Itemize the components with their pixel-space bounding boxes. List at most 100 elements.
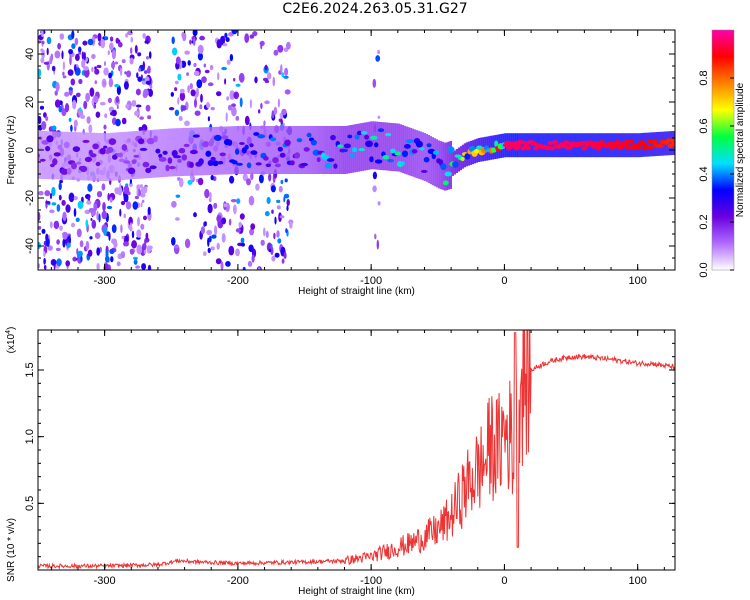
noise-speckle [89, 236, 93, 240]
noise-speckle [177, 97, 180, 105]
noise-speckle [190, 89, 196, 97]
noise-speckle [114, 84, 120, 88]
ridge-blob [330, 134, 336, 141]
noise-speckle [115, 118, 121, 127]
ridge-band [629, 133, 632, 158]
noise-speckle [85, 240, 90, 251]
noise-speckle [286, 199, 290, 206]
noise-speckle [192, 30, 198, 37]
ridge-blob [239, 142, 245, 145]
spectrogram-ylabel: Frequency (Hz) [6, 116, 17, 185]
ridge-band [70, 132, 73, 180]
snr-multiplier-exp: 4 [5, 330, 12, 334]
noise-speckle [120, 200, 126, 206]
ridge-blob [474, 148, 480, 154]
noise-speckle [96, 263, 100, 270]
noise-speckle [115, 96, 120, 103]
ridge-blob [316, 157, 321, 163]
noise-speckle [235, 248, 240, 257]
ridge-band [323, 126, 327, 174]
ridge-band [137, 130, 141, 179]
noise-speckle [68, 117, 72, 122]
ridge-band [72, 132, 75, 180]
ridge-band [271, 126, 275, 174]
ridge-band [461, 144, 464, 169]
ridge-band [221, 126, 225, 175]
noise-speckle [203, 63, 206, 68]
ridge-blob [627, 139, 634, 144]
ridge-blob [385, 132, 392, 137]
noise-speckle [271, 209, 274, 214]
noise-speckle [184, 120, 190, 127]
noise-speckle [263, 120, 266, 127]
noise-speckle [81, 59, 86, 68]
noise-speckle [274, 216, 277, 225]
noise-speckle [135, 104, 142, 108]
noise-speckle [206, 229, 213, 236]
snr-multiplier: (x104) [5, 327, 17, 354]
noise-speckle [123, 193, 129, 203]
noise-speckle [149, 84, 153, 89]
noise-speckle [141, 263, 147, 270]
ridge-band [217, 126, 221, 175]
noise-speckle [125, 201, 132, 210]
colorbar-tick-label: 0.2 [698, 214, 710, 229]
noise-speckle [144, 70, 148, 74]
noise-speckle [229, 175, 235, 184]
ridge-blob [131, 159, 137, 165]
ridge-band [357, 123, 360, 172]
ridge-blob [464, 153, 471, 160]
noise-speckle [283, 75, 289, 79]
noise-speckle [54, 90, 58, 96]
noise-speckle [131, 240, 138, 249]
ridge-band [293, 126, 297, 174]
ridge-band [215, 126, 219, 175]
noise-speckle [138, 126, 143, 132]
noise-speckle [49, 221, 53, 229]
noise-speckle [244, 115, 250, 126]
ridge-band [529, 133, 532, 158]
ridge-blob [168, 166, 176, 170]
y-tick-label: 20 [24, 96, 36, 108]
ridge-blob [566, 145, 573, 150]
noise-speckle [145, 80, 152, 85]
noise-speckle [225, 37, 230, 43]
ridge-band [325, 126, 328, 174]
noise-speckle [76, 228, 82, 238]
ridge-blob [212, 160, 219, 167]
noise-speckle [194, 98, 197, 108]
noise-speckle [130, 47, 133, 54]
noise-speckle [270, 185, 276, 193]
noise-speckle [204, 221, 207, 227]
noise-speckle [175, 56, 181, 65]
ridge-blob [303, 147, 310, 152]
ridge-blob [364, 134, 370, 140]
noise-speckle [123, 81, 129, 90]
ridge-blob [382, 155, 390, 160]
ridge-band [545, 133, 548, 158]
noise-speckle [85, 92, 90, 102]
noise-speckle [147, 206, 151, 216]
ridge-band [445, 142, 448, 191]
noise-speckle [40, 57, 45, 64]
ridge-blob [360, 131, 368, 135]
noise-speckle [254, 76, 258, 84]
noise-speckle [249, 34, 255, 39]
noise-speckle [45, 200, 51, 205]
noise-speckle [131, 101, 137, 107]
ridge-blob [351, 147, 358, 153]
noise-speckle [270, 246, 274, 255]
noise-speckle [220, 261, 224, 270]
ridge-blob [149, 165, 157, 170]
noise-speckle [75, 53, 80, 62]
ridge-blob [162, 150, 168, 155]
noise-speckle [235, 228, 241, 233]
noise-speckle [197, 52, 203, 61]
ridge-band [132, 131, 135, 180]
noise-speckle [196, 79, 203, 89]
ridge-band [126, 131, 129, 180]
ridge-blob [294, 152, 301, 159]
x-tick-label: -300 [94, 575, 116, 587]
ridge-blob [400, 161, 405, 166]
